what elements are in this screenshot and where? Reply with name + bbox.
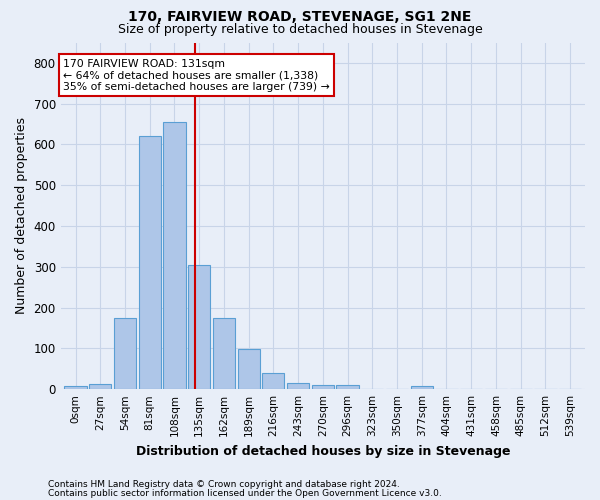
Text: Size of property relative to detached houses in Stevenage: Size of property relative to detached ho… (118, 22, 482, 36)
Text: Contains public sector information licensed under the Open Government Licence v3: Contains public sector information licen… (48, 489, 442, 498)
Bar (287, 383, 309, 389)
Bar (337, 385, 359, 389)
Bar (139, 136, 161, 389)
Text: 170 FAIRVIEW ROAD: 131sqm
← 64% of detached houses are smaller (1,338)
35% of se: 170 FAIRVIEW ROAD: 131sqm ← 64% of detac… (63, 59, 330, 92)
Bar (410, 386, 433, 389)
Bar (312, 385, 334, 389)
Y-axis label: Number of detached properties: Number of detached properties (15, 118, 28, 314)
X-axis label: Distribution of detached houses by size in Stevenage: Distribution of detached houses by size … (136, 444, 510, 458)
Bar (213, 318, 235, 389)
Bar (262, 373, 284, 389)
Bar (238, 349, 260, 389)
Bar (64, 386, 86, 389)
Bar (114, 318, 136, 389)
Text: 170, FAIRVIEW ROAD, STEVENAGE, SG1 2NE: 170, FAIRVIEW ROAD, STEVENAGE, SG1 2NE (128, 10, 472, 24)
Text: Contains HM Land Registry data © Crown copyright and database right 2024.: Contains HM Land Registry data © Crown c… (48, 480, 400, 489)
Bar (89, 384, 112, 389)
Bar (163, 122, 185, 389)
Bar (188, 265, 210, 389)
